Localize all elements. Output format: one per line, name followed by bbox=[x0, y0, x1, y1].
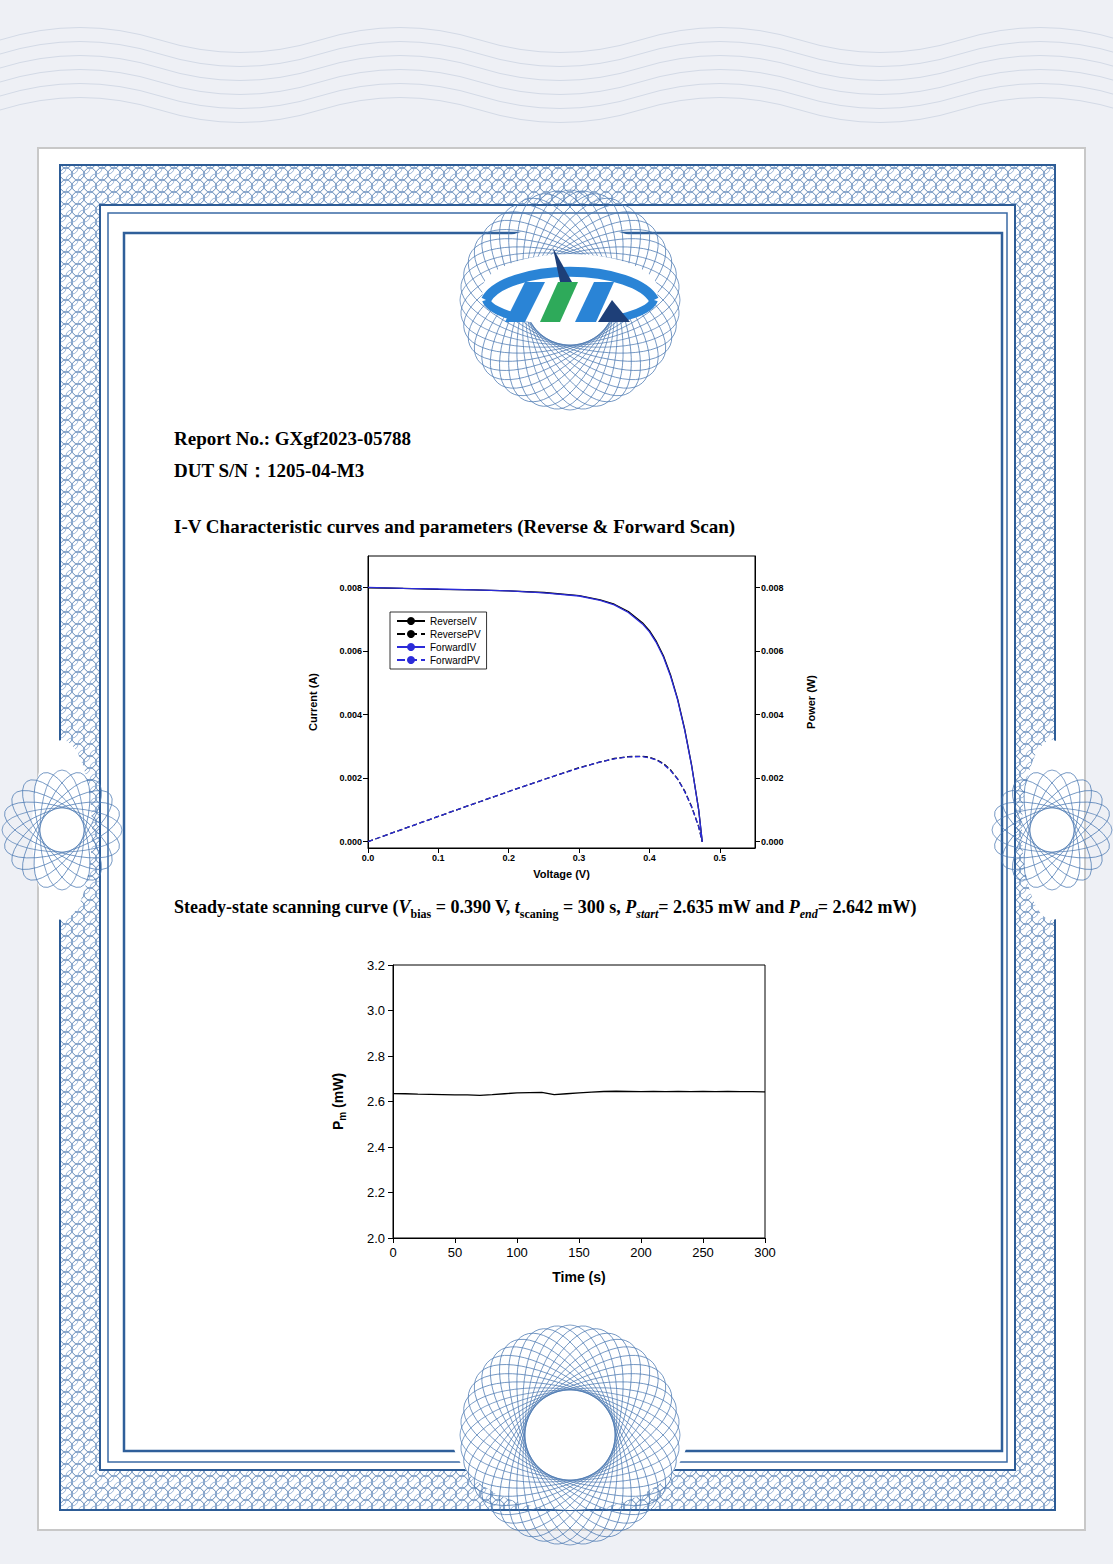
svg-text:0.008: 0.008 bbox=[761, 583, 784, 593]
html-text:Steady-state scanning curve (V: Steady-state scanning curve (Vbias= 0.39… bbox=[174, 897, 917, 921]
svg-text:Current (A): Current (A) bbox=[307, 673, 319, 731]
svg-text:Time (s): Time (s) bbox=[552, 1269, 605, 1285]
svg-text:(mW): (mW) bbox=[330, 1073, 346, 1112]
svg-text:Voltage (V): Voltage (V) bbox=[533, 868, 590, 880]
svg-text:2.2: 2.2 bbox=[367, 1185, 385, 1200]
svg-text:2.6: 2.6 bbox=[367, 1094, 385, 1109]
svg-text:0.1: 0.1 bbox=[432, 853, 445, 863]
svg-text:0.008: 0.008 bbox=[339, 583, 362, 593]
html-text:Report No.: GXgf2023-05788: Report No.: GXgf2023-05788 bbox=[174, 428, 411, 449]
svg-text:0.3: 0.3 bbox=[573, 853, 586, 863]
html-text:I-V Characteristic curves and: I-V Characteristic curves and parameters… bbox=[174, 516, 736, 537]
svg-text:0.000: 0.000 bbox=[339, 837, 362, 847]
svg-text:250: 250 bbox=[692, 1245, 714, 1260]
svg-text:0.006: 0.006 bbox=[339, 646, 362, 656]
svg-text:Power (W): Power (W) bbox=[805, 675, 817, 729]
svg-text:0.5: 0.5 bbox=[714, 853, 727, 863]
svg-text:0.000: 0.000 bbox=[761, 837, 784, 847]
svg-text:0.004: 0.004 bbox=[339, 710, 362, 720]
svg-text:0.004: 0.004 bbox=[761, 710, 784, 720]
svg-text:50: 50 bbox=[448, 1245, 462, 1260]
svg-text:0.002: 0.002 bbox=[761, 773, 784, 783]
svg-text:ForwardIV: ForwardIV bbox=[430, 642, 476, 653]
svg-text:ForwardPV: ForwardPV bbox=[430, 655, 480, 666]
svg-text:3.2: 3.2 bbox=[367, 958, 385, 973]
svg-text:0.002: 0.002 bbox=[339, 773, 362, 783]
svg-text:0.2: 0.2 bbox=[502, 853, 515, 863]
svg-text:ReversePV: ReversePV bbox=[430, 629, 481, 640]
svg-text:2.8: 2.8 bbox=[367, 1049, 385, 1064]
svg-text:150: 150 bbox=[568, 1245, 590, 1260]
svg-text:ReverseIV: ReverseIV bbox=[430, 616, 477, 627]
svg-text:P: P bbox=[330, 1121, 346, 1130]
svg-text:3.0: 3.0 bbox=[367, 1003, 385, 1018]
svg-text:0.006: 0.006 bbox=[761, 646, 784, 656]
svg-text:300: 300 bbox=[754, 1245, 776, 1260]
svg-text:200: 200 bbox=[630, 1245, 652, 1260]
svg-text:100: 100 bbox=[506, 1245, 528, 1260]
svg-text:0: 0 bbox=[389, 1245, 396, 1260]
svg-text:0.0: 0.0 bbox=[362, 853, 375, 863]
svg-text:m: m bbox=[337, 1112, 348, 1121]
html-text:DUT S/N：1205-04-M3: DUT S/N：1205-04-M3 bbox=[174, 460, 365, 481]
svg-text:0.4: 0.4 bbox=[643, 853, 656, 863]
svg-text:2.0: 2.0 bbox=[367, 1231, 385, 1246]
svg-text:2.4: 2.4 bbox=[367, 1140, 385, 1155]
